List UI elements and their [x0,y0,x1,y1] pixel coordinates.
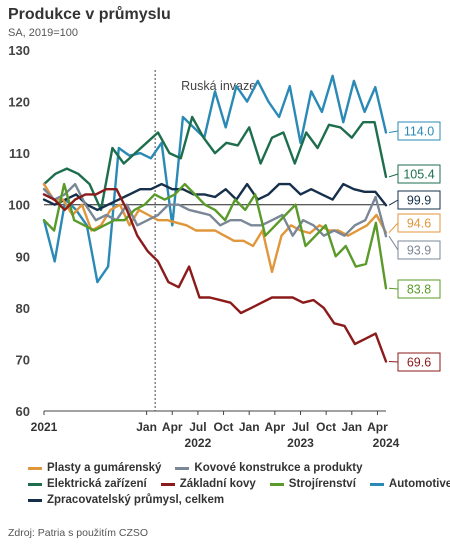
line-chart: 60 70 80 90 100 110 120 130 Ruská invaze 2021 Jan A… [8,43,441,450]
y-tick-label: 120 [8,95,30,110]
end-label-connector [388,130,399,134]
y-tick-label: 100 [8,198,30,213]
end-label-box [397,213,441,233]
x-tick-label: Apr [265,420,286,434]
end-label-box [397,279,441,299]
end-label-box [397,190,441,210]
y-tick-label: 60 [16,404,30,419]
legend-label: Plasty a gumárenský [47,462,162,474]
x-year-label: 2023 [287,436,314,450]
legend-swatch [175,466,190,470]
end-label-value: 114.0 [404,125,434,139]
x-tick-label: Apr [162,420,183,434]
legend-swatch [369,482,384,486]
series-line [42,182,388,273]
source-note: Zdroj: Patria s použitím CZSO [8,527,149,539]
end-label-connector [388,360,399,363]
legend-swatch [28,498,42,502]
end-label-box [397,352,441,372]
x-tick-label: Apr [367,420,388,434]
legend-item: Zpracovatelský průmysl, celkem [28,494,224,506]
x-tick-label: Jul [292,420,309,434]
y-tick-label: 90 [16,249,30,264]
legend-label: Zpracovatelský průmysl, celkem [47,494,225,506]
end-label-box [397,240,441,260]
legend-item: Kovové konstrukce a produkty [175,462,363,474]
end-label-connector [388,287,399,290]
chart-legend: Plasty a gumárenský Kovové konstrukce a p… [28,462,450,510]
x-tick-label: Jul [189,420,206,434]
legend-swatch [269,482,284,486]
x-tick-label: Jan [341,420,362,434]
legend-item: Automotive [369,478,450,490]
end-label-connector [388,173,399,178]
legend-row: Plasty a gumárenský Kovové konstrukce a p… [28,462,448,474]
legend-label: Kovové konstrukce a produkty [194,462,363,474]
legend-item: Strojírenství [269,478,356,490]
series-line [42,182,388,212]
legend-label: Strojírenství [288,478,356,490]
end-label-value: 105.4 [403,168,434,182]
end-label-value: 69.6 [407,356,431,370]
x-tick-label: Oct [214,420,234,434]
y-tick-label: 70 [16,352,30,367]
end-label-value: 83.8 [407,283,431,297]
end-label-connector [388,222,399,233]
legend-item: Základní kovy [160,478,256,490]
end-label-connector [388,235,399,251]
x-year-label: 2022 [185,436,212,450]
legend-item: Plasty a gumárenský [28,462,161,474]
series-line [42,115,388,212]
series-line [42,182,388,290]
x-tick-label: Jan [239,420,260,434]
end-label-value: 93.9 [407,244,431,258]
end-label-connector [388,199,399,206]
end-label-value: 94.6 [407,217,431,231]
legend-row: Zpracovatelský průmysl, celkem [28,494,448,506]
legend-swatch [28,482,42,486]
legend-swatch [28,466,42,470]
x-tick-label: 2021 [31,420,58,434]
end-label-box [397,121,441,141]
x-tick-label: Jan [136,420,157,434]
chart-subtitle: SA, 2019=100 [8,27,79,39]
y-tick-label: 80 [16,301,30,316]
y-tick-label: 130 [8,43,30,58]
legend-label: Základní kovy [179,478,256,490]
chart-title: Produkce v průmyslu [8,6,171,23]
legend-label: Elektrická zařízení [47,478,147,490]
series-line [42,187,388,363]
legend-row: Elektrická zařízení Základní kovy Strojíre… [28,478,450,490]
legend-label: Automotive [388,478,450,490]
end-label-value: 99.9 [407,194,431,208]
y-tick-label: 110 [9,146,30,161]
invasion-annotation: Ruská invaze [181,79,256,93]
legend-swatch [160,482,175,486]
end-label-box [397,164,441,184]
series-line [42,74,388,284]
legend-item: Elektrická zařízení [28,478,147,490]
x-tick-label: Oct [316,420,336,434]
x-year-label: 2024 [373,436,400,450]
